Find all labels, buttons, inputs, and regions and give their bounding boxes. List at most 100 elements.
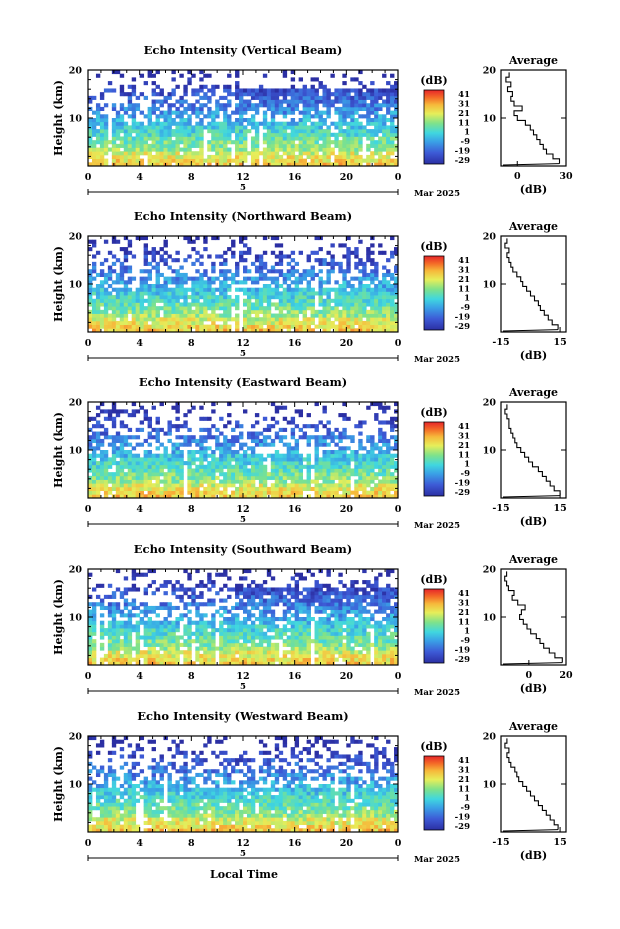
colorbar-tick: 21 <box>458 275 470 285</box>
y-axis-label: Height (km) <box>52 746 65 822</box>
colorbar-tick: 11 <box>458 617 470 627</box>
x-tick-label: 12 <box>236 172 249 183</box>
profile-ground-trace <box>502 329 559 332</box>
profile-y-tick: 10 <box>483 280 497 291</box>
panel-title: Echo Intensity (Eastward Beam) <box>139 375 347 389</box>
profile-frame <box>500 568 567 666</box>
x-tick-label: 16 <box>288 504 302 515</box>
colorbar-tick: -29 <box>455 822 470 832</box>
profile-x-tick: 15 <box>553 837 566 848</box>
month-label: Mar 2025 <box>414 355 460 365</box>
panel-title: Echo Intensity (Southward Beam) <box>134 542 352 556</box>
profile-ground-trace <box>502 495 561 498</box>
profile-x-tick: -15 <box>492 337 509 348</box>
colorbar-unit: (dB) <box>420 573 447 586</box>
profile-y-tick: 20 <box>483 66 497 77</box>
colorbar-tick: -9 <box>461 636 471 646</box>
x-tick-label: 4 <box>136 671 143 682</box>
average-profile-line <box>504 571 563 663</box>
colorbar-tick: 1 <box>464 794 470 804</box>
x-tick-label: 0 <box>85 838 92 849</box>
colorbar-tick: -29 <box>455 488 470 498</box>
profile-y-tick: 20 <box>483 732 497 743</box>
x-tick-label: 12 <box>236 504 249 515</box>
month-label: Mar 2025 <box>414 189 460 199</box>
x-tick-label: 0 <box>85 671 92 682</box>
colorbar-tick: -19 <box>455 479 470 489</box>
y-tick-label: 20 <box>69 732 83 743</box>
profile-x-tick: 15 <box>553 337 566 348</box>
x-axis-label: Local Time <box>210 868 278 881</box>
average-profile-line <box>504 404 561 496</box>
y-tick-label: 10 <box>69 446 83 457</box>
intensity-field <box>88 402 399 499</box>
month-label: Mar 2025 <box>414 688 460 698</box>
colorbar-tick: 21 <box>458 775 470 785</box>
colorbar-tick: 31 <box>458 99 470 109</box>
colorbar-tick: 11 <box>458 784 470 794</box>
colorbar-tick: -19 <box>455 813 470 823</box>
y-tick-label: 20 <box>69 565 83 576</box>
x-tick-label: 8 <box>188 172 195 183</box>
profile-title: Average <box>508 386 558 399</box>
profile-frame <box>500 401 567 499</box>
x-tick-label: 20 <box>340 338 354 349</box>
x-tick-label: 4 <box>136 338 143 349</box>
intensity-field <box>88 236 399 333</box>
x-tick-label: 0 <box>395 671 402 682</box>
y-tick-label: 10 <box>69 280 83 291</box>
x-tick-label: 4 <box>136 172 143 183</box>
colorbar-tick: 1 <box>464 627 470 637</box>
x-tick-label: 12 <box>236 671 249 682</box>
colorbar-unit: (dB) <box>420 740 447 753</box>
profile-y-tick: 10 <box>483 780 497 791</box>
day-label: 5 <box>240 183 246 193</box>
intensity-field <box>88 569 399 666</box>
profile-x-label: (dB) <box>520 349 547 362</box>
x-tick-label: 16 <box>288 338 302 349</box>
colorbar-tick: 1 <box>464 128 470 138</box>
month-label: Mar 2025 <box>414 521 460 531</box>
colorbar-tick: 41 <box>458 589 470 599</box>
x-tick-label: 0 <box>395 172 402 183</box>
panel-title: Echo Intensity (Northward Beam) <box>134 209 352 223</box>
colorbar-tick: 41 <box>458 256 470 266</box>
y-tick-label: 20 <box>69 66 83 77</box>
colorbar-tick: -19 <box>455 313 470 323</box>
profile-ground-trace <box>502 163 560 166</box>
colorbar <box>423 89 445 165</box>
profile-x-tick: 30 <box>559 171 573 182</box>
colorbar-tick: 31 <box>458 598 470 608</box>
y-tick-label: 20 <box>69 232 83 243</box>
colorbar-tick: -29 <box>455 156 470 166</box>
profile-ground-trace <box>502 662 563 665</box>
profile-x-label: (dB) <box>520 682 547 695</box>
profile-x-tick: 0 <box>526 670 533 681</box>
profile-y-tick: 10 <box>483 114 497 125</box>
profile-y-tick: 20 <box>483 232 497 243</box>
colorbar-tick: 11 <box>458 284 470 294</box>
y-axis-label: Height (km) <box>52 412 65 488</box>
profile-y-tick: 20 <box>483 565 497 576</box>
colorbar-unit: (dB) <box>420 240 447 253</box>
profile-x-tick: 0 <box>514 171 521 182</box>
colorbar-tick: -29 <box>455 655 470 665</box>
average-profile-line <box>504 238 559 330</box>
y-tick-label: 10 <box>69 114 83 125</box>
x-tick-label: 4 <box>136 504 143 515</box>
month-label: Mar 2025 <box>414 855 460 865</box>
colorbar-unit: (dB) <box>420 74 447 87</box>
day-label: 5 <box>240 349 246 359</box>
average-profile-line <box>505 72 561 164</box>
day-label: 5 <box>240 515 246 525</box>
average-profile-line <box>504 738 559 830</box>
y-tick-label: 20 <box>69 398 83 409</box>
x-tick-label: 0 <box>85 172 92 183</box>
x-tick-label: 12 <box>236 838 249 849</box>
colorbar-tick: -9 <box>461 137 471 147</box>
